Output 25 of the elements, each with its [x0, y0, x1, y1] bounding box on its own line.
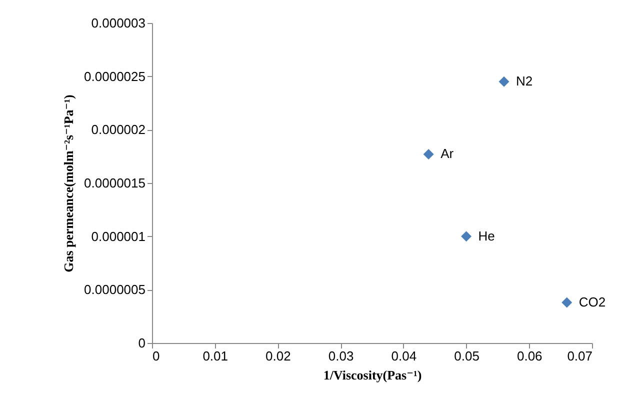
y-tick-label: 0.000002 [91, 122, 146, 138]
annotation: Ar [440, 146, 454, 162]
annotation: CO2 [578, 294, 606, 310]
x-tick-label: 0.01 [202, 348, 228, 364]
x-tick-label: 0.04 [391, 348, 417, 364]
annotation: N2 [516, 74, 533, 89]
y-axis-title: Gas permeance(molm⁻²s⁻¹Pa⁻¹) [61, 94, 76, 272]
x-axis-title: 1/Viscosity(Pas⁻¹) [323, 368, 422, 382]
y-tick-label: 0.000001 [91, 228, 146, 244]
point [562, 297, 572, 308]
x-tick-label: 0.06 [516, 348, 542, 364]
y-tick-label: 0.0000015 [84, 176, 146, 190]
y-tick-label: 0.0000005 [84, 282, 146, 298]
point [461, 231, 472, 242]
annotation: He [478, 228, 495, 244]
point [423, 148, 434, 160]
point [498, 76, 510, 87]
x-tick-label: 0.02 [266, 348, 291, 364]
y-tick-label: 0.0000025 [84, 68, 146, 84]
y-tick-label: 0 [138, 336, 146, 350]
x-tick-label: 0.03 [328, 348, 354, 364]
x-tick-label: 0.05 [454, 348, 480, 364]
y-tick-label: 0.000003 [91, 16, 146, 30]
x-tick-label: 0.07 [567, 348, 592, 364]
x-tick-label: 0 [152, 348, 160, 364]
